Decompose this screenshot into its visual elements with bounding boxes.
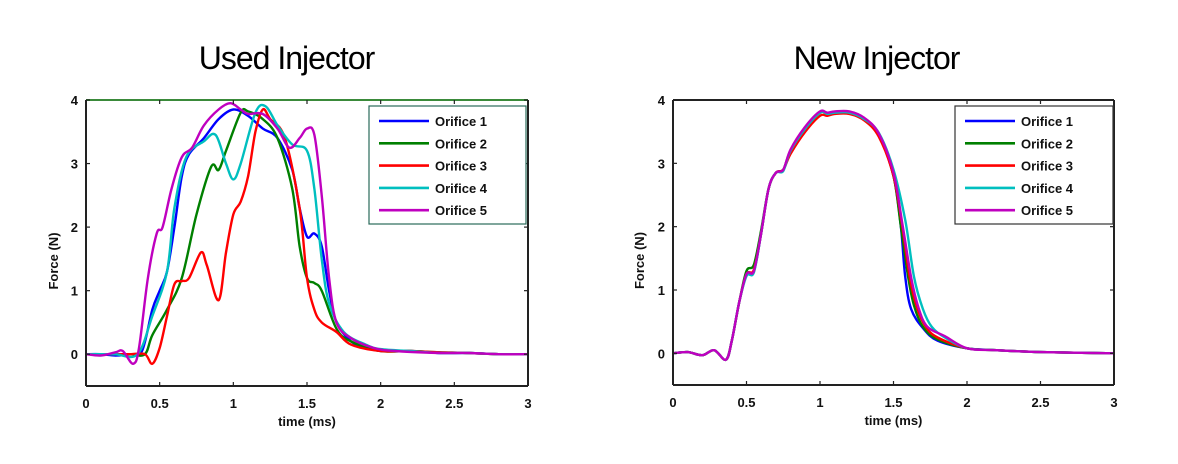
used-injector-plot: 0 0.5 1 1.5 2 2.5 3 0 1 2 3 4 time (ms) Force (N) Orif…: [46, 93, 532, 429]
legend-label: Orifice 4: [1021, 181, 1074, 196]
x-tick-label: 3: [1110, 395, 1117, 410]
y-axis-label: Force (N): [632, 232, 647, 289]
x-tick-label: 2.5: [1031, 395, 1049, 410]
legend-label: Orifice 2: [435, 136, 487, 151]
y-tick-label: 4: [71, 93, 79, 108]
x-axis-label: time (ms): [865, 413, 923, 428]
chart-title: New Injector: [793, 40, 961, 76]
legend-label: Orifice 5: [435, 203, 487, 218]
chart-title: Used Injector: [198, 40, 376, 76]
used-injector-panel: Used Injector 0 0.5 1 1.5 2 2.5 3 0 1 2 3 4 time (ms…: [46, 40, 532, 429]
x-tick-label: 0: [82, 396, 89, 411]
x-tick-label: 1.5: [884, 395, 902, 410]
x-tick-label: 3: [524, 396, 531, 411]
x-tick-label: 0.5: [737, 395, 755, 410]
x-tick-label: 1: [230, 396, 237, 411]
x-axis-label: time (ms): [278, 414, 336, 429]
legend-label: Orifice 5: [1021, 203, 1073, 218]
y-tick-label: 2: [71, 220, 78, 235]
legend-label: Orifice 1: [1021, 114, 1073, 129]
legend-label: Orifice 4: [435, 181, 488, 196]
legend: Orifice 1 Orifice 2 Orifice 3 Orifice 4 Orif…: [368, 105, 527, 225]
series-line: [86, 102, 528, 365]
y-tick-label: 3: [658, 156, 665, 171]
new-injector-plot: 0 0.5 1 1.5 2 2.5 3 0 1 2 3 4 time (ms) Force (N) Orif…: [632, 93, 1118, 428]
x-tick-label: 0.5: [151, 396, 169, 411]
y-tick-label: 1: [71, 284, 78, 299]
legend: Orifice 1 Orifice 2 Orifice 3 Orifice 4 Orif…: [954, 105, 1114, 225]
x-tick-label: 0: [669, 395, 676, 410]
y-tick-label: 2: [658, 220, 665, 235]
legend-label: Orifice 2: [1021, 136, 1073, 151]
y-tick-label: 3: [71, 157, 78, 172]
x-tick-label: 2: [377, 396, 384, 411]
y-tick-label: 0: [71, 347, 78, 362]
series-line: [86, 107, 528, 365]
y-tick-label: 0: [658, 346, 665, 361]
legend-label: Orifice 3: [435, 159, 487, 174]
y-tick-label: 1: [658, 283, 665, 298]
series-line: [673, 109, 1114, 361]
new-injector-panel: New Injector 0 0.5 1 1.5 2 2.5 3 0 1 2 3 4 time (ms)…: [589, 0, 1178, 464]
x-tick-label: 1: [816, 395, 823, 410]
x-tick-label: 1.5: [298, 396, 316, 411]
series-group: [86, 102, 528, 365]
y-tick-label: 4: [658, 93, 666, 108]
legend-label: Orifice 1: [435, 114, 487, 129]
y-axis-label: Force (N): [46, 232, 61, 289]
series-group: [673, 109, 1114, 361]
x-tick-label: 2.5: [445, 396, 463, 411]
x-tick-label: 2: [963, 395, 970, 410]
legend-label: Orifice 3: [1021, 159, 1073, 174]
